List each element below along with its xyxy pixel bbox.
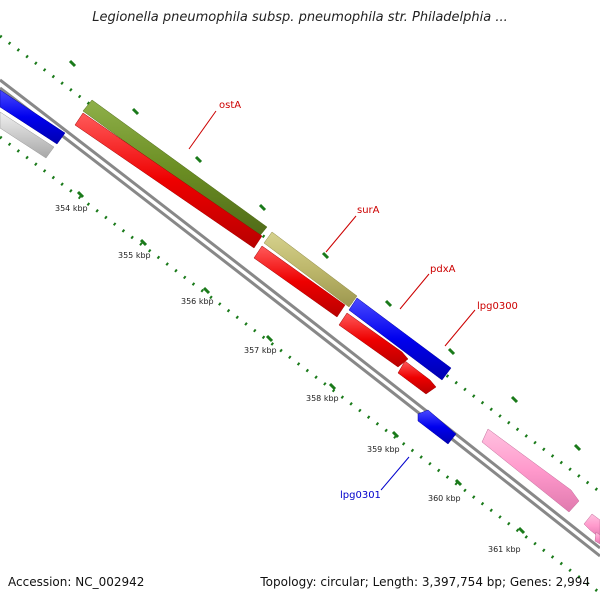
gene-label-ostA[interactable]: ostA	[219, 100, 241, 111]
genome-backbone-inner	[0, 86, 600, 558]
inner-major-ticks	[76, 190, 526, 535]
tick-label-360: 360 kbp	[428, 494, 461, 503]
tick-label-359: 359 kbp	[367, 445, 400, 454]
gene-surA[interactable]	[263, 231, 358, 308]
leader-surA	[325, 215, 357, 253]
inner-tick-track	[0, 135, 600, 595]
map-title: Legionella pneumophila subsp. pneumophil…	[92, 10, 508, 25]
gene-red-1[interactable]	[74, 112, 263, 249]
leader-ostA	[188, 110, 217, 150]
tick-label-358: 358 kbp	[306, 394, 339, 403]
accession-label: Accession: NC_002942	[8, 575, 145, 589]
gene-ostA[interactable]	[82, 99, 268, 239]
gene-pink[interactable]	[481, 428, 580, 513]
genome-backbone-outer	[0, 78, 600, 550]
gene-red-2[interactable]	[253, 245, 346, 318]
gene-pink-edge-2[interactable]	[594, 531, 600, 545]
leader-pdxA	[399, 273, 430, 310]
gene-pdxA[interactable]	[348, 297, 452, 381]
gene-red-4[interactable]	[397, 360, 437, 395]
gene-red-3[interactable]	[338, 312, 409, 368]
tick-label-357: 357 kbp	[244, 346, 277, 355]
tick-label-361: 361 kbp	[488, 545, 521, 554]
gene-label-pdxA[interactable]: pdxA	[430, 264, 456, 275]
gene-label-lpg0301[interactable]: lpg0301	[340, 490, 381, 501]
tick-label-354: 354 kbp	[55, 204, 88, 213]
outer-tick-track	[0, 34, 600, 494]
gene-gray-left[interactable]	[0, 111, 55, 159]
gene-blue-left[interactable]	[0, 89, 66, 145]
tick-label-356: 356 kbp	[181, 297, 214, 306]
outer-major-ticks	[68, 59, 582, 452]
tick-label-355: 355 kbp	[118, 251, 151, 260]
topology-label: Topology: circular; Length: 3,397,754 bp…	[260, 575, 590, 589]
gene-lpg0301[interactable]	[417, 409, 457, 445]
leader-lpg0301	[380, 456, 410, 491]
gene-label-lpg0300[interactable]: lpg0300	[477, 301, 518, 312]
gene-label-surA[interactable]: surA	[357, 205, 380, 216]
leader-lpg0300	[444, 309, 476, 347]
